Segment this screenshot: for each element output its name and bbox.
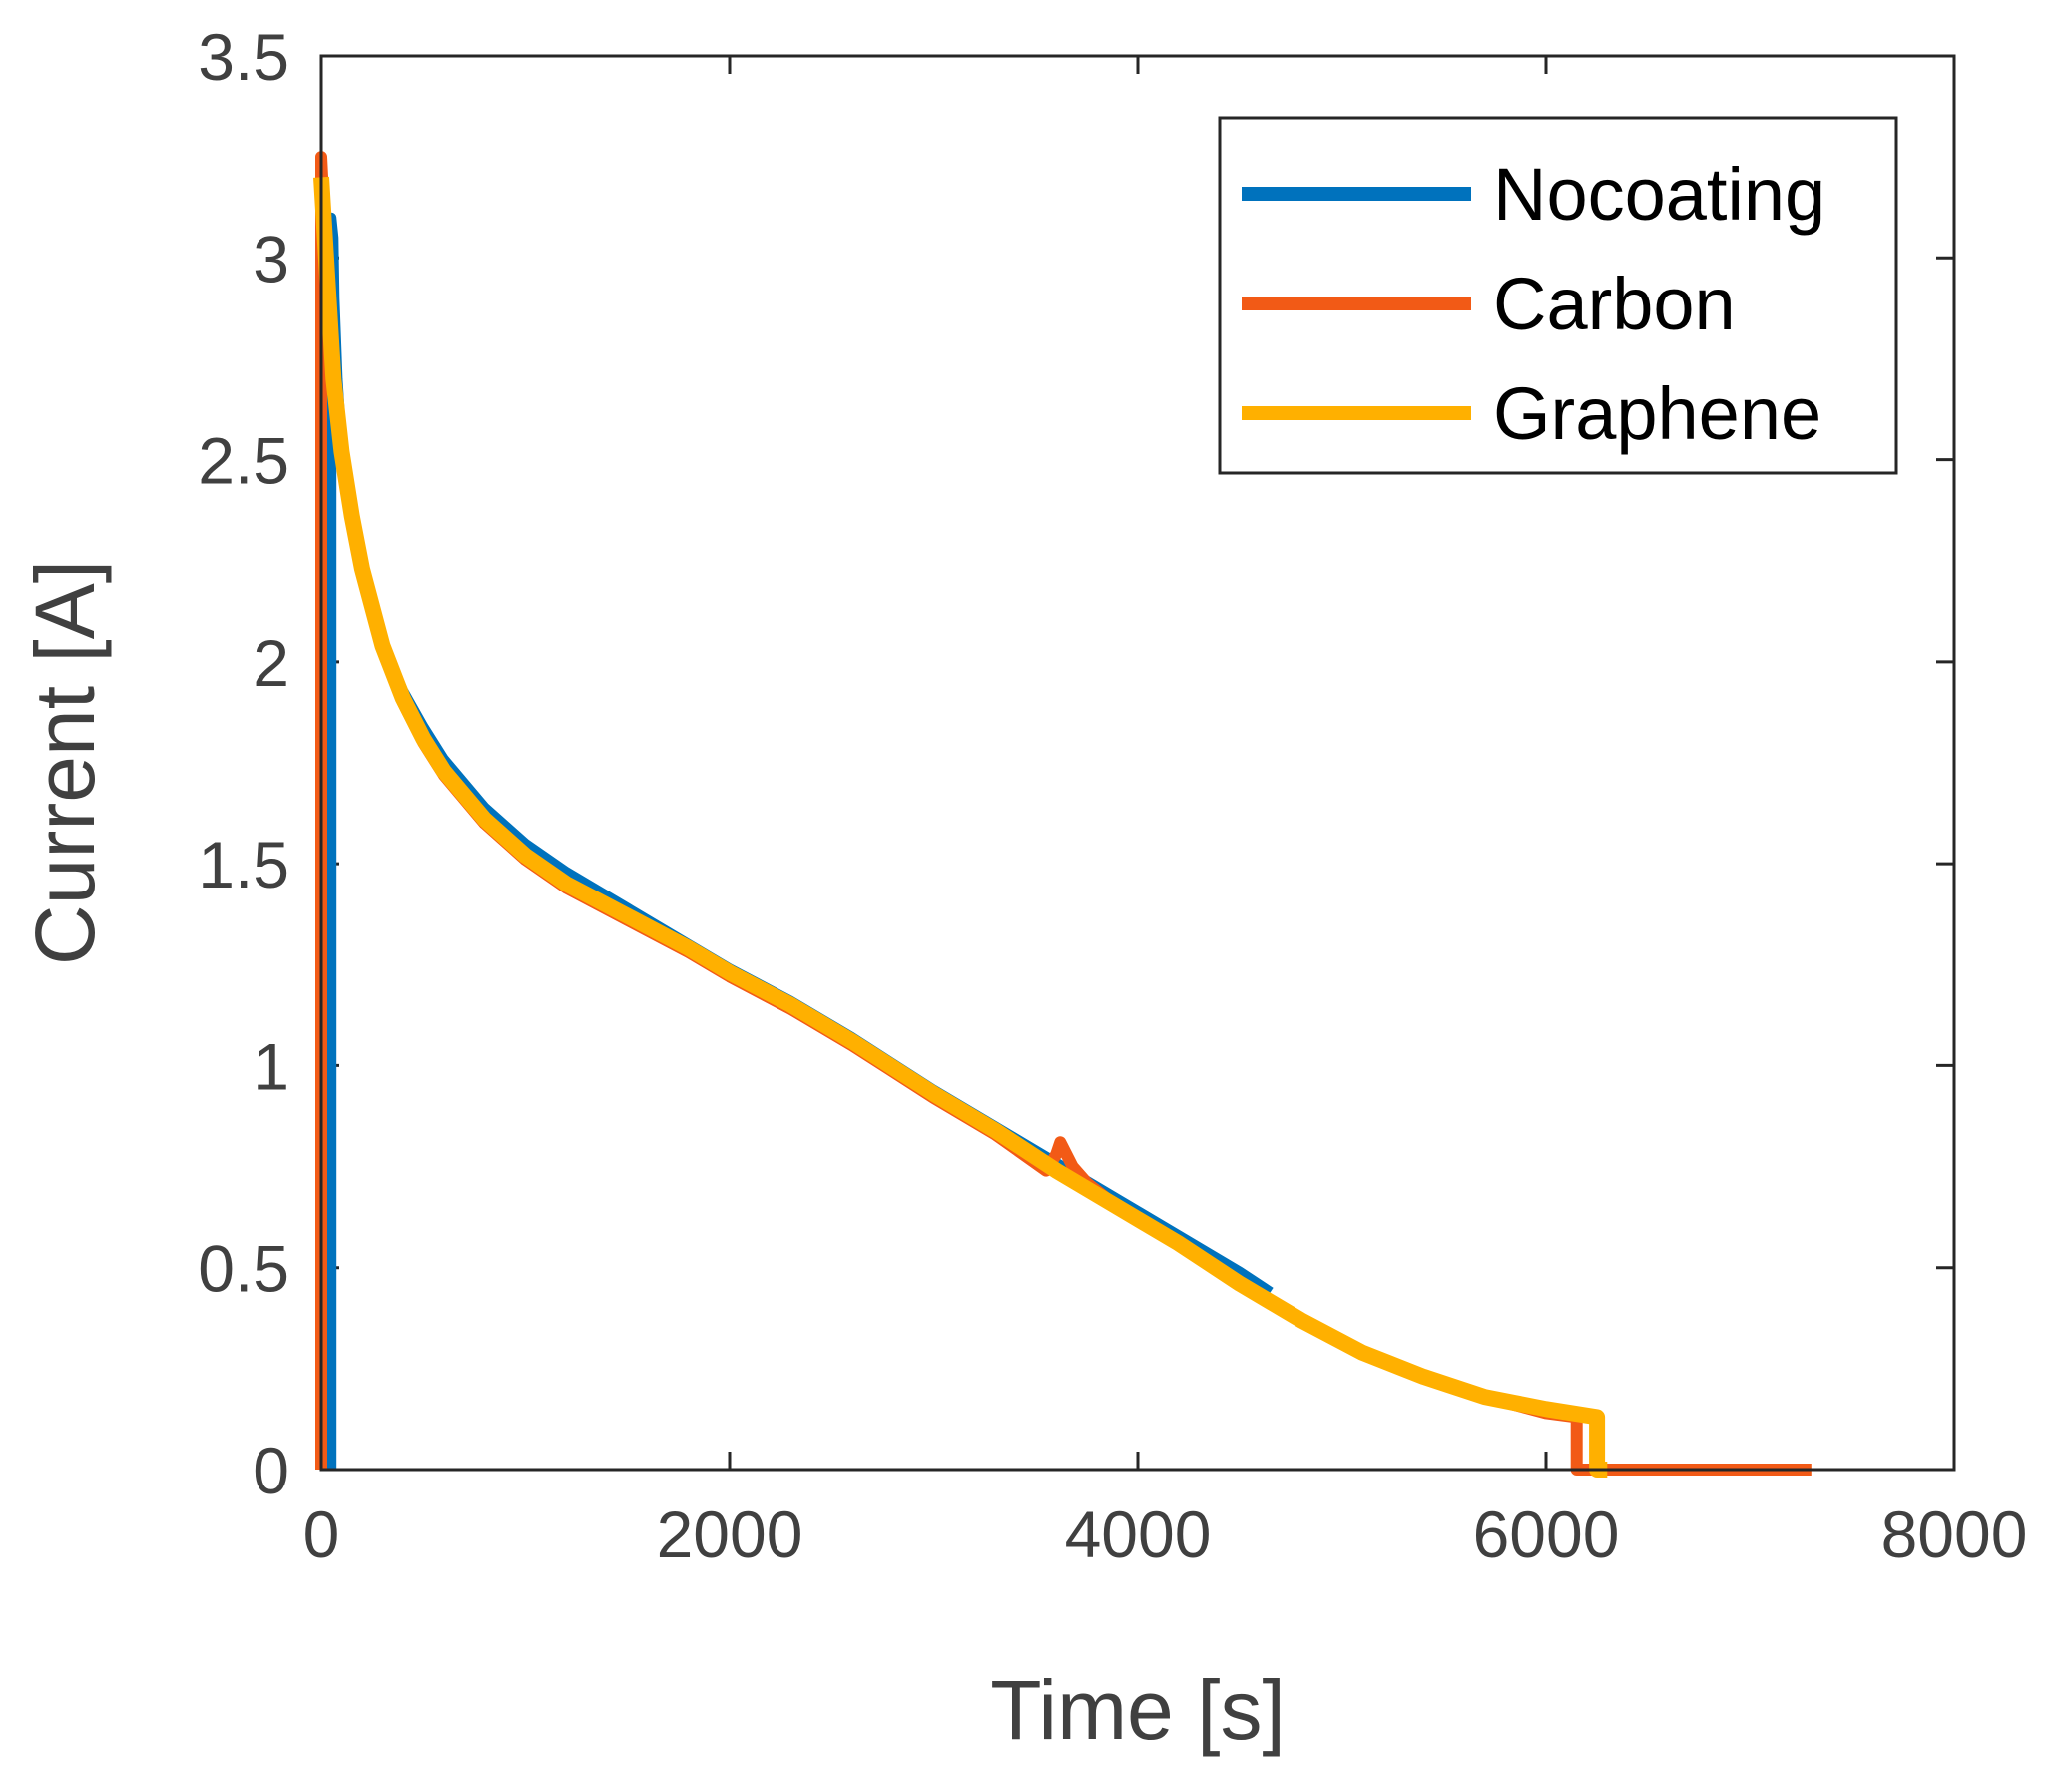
legend-label-nocoating: Nocoating <box>1493 153 1825 236</box>
y-tick-label: 0.5 <box>198 1232 289 1306</box>
y-tick-label: 2.5 <box>198 424 289 498</box>
axes-box <box>319 54 1956 1472</box>
data-series <box>313 151 1812 1478</box>
x-tick-label: 6000 <box>1473 1497 1620 1571</box>
series-line-graphene <box>313 176 1608 1478</box>
x-tick-label: 0 <box>303 1497 340 1571</box>
tick-labels: 0 2000 4000 6000 8000 0 0.5 1 1.5 2 2.5 3 3.5 <box>198 20 2027 1571</box>
legend-label-graphene: Graphene <box>1493 372 1821 455</box>
y-axis-title: Current [A] <box>18 560 112 965</box>
legend-label-carbon: Carbon <box>1493 263 1736 345</box>
y-tick-label: 0 <box>253 1434 289 1507</box>
legend: Nocoating Carbon Graphene <box>1218 116 1898 475</box>
y-tick-label: 3.5 <box>198 20 289 94</box>
x-tick-label: 4000 <box>1065 1497 1212 1571</box>
x-tick-label: 2000 <box>657 1497 803 1571</box>
x-axis-title: Time [s] <box>990 1663 1286 1757</box>
y-tick-label: 1.5 <box>198 828 289 901</box>
y-tick-label: 1 <box>253 1029 289 1103</box>
y-tick-label: 2 <box>253 626 289 700</box>
y-tick-label: 3 <box>253 222 289 296</box>
x-tick-label: 8000 <box>1881 1497 2028 1571</box>
